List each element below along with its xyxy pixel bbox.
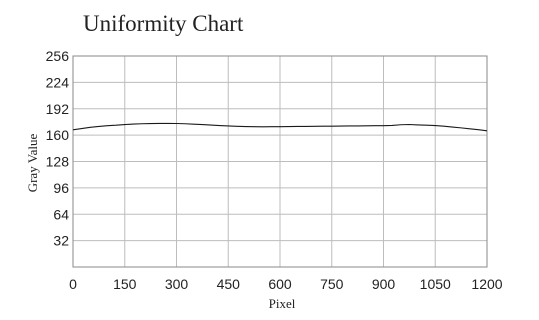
x-tick-label-0: 0: [69, 276, 77, 292]
x-axis-label: Pixel: [269, 296, 296, 311]
x-tick-label-2: 300: [165, 276, 189, 292]
y-tick-label-5: 192: [46, 101, 70, 117]
x-tick-label-4: 600: [268, 276, 292, 292]
y-tick-label-1: 64: [53, 206, 69, 222]
x-tick-label-3: 450: [217, 276, 241, 292]
x-tick-label-6: 900: [372, 276, 396, 292]
x-tick-label-5: 750: [320, 276, 344, 292]
y-axis-label: Gray Value: [25, 133, 40, 192]
y-tick-label-4: 160: [46, 127, 70, 143]
y-tick-label-7: 256: [46, 48, 70, 64]
x-tick-label-7: 1050: [420, 276, 451, 292]
y-tick-labels: 32 64 96 128 160 192 224 256: [46, 48, 70, 249]
series-group: [72, 122, 488, 132]
x-tick-label-8: 1200: [471, 276, 502, 292]
y-tick-label-0: 32: [53, 233, 69, 249]
grid: [72, 55, 488, 267]
x-tick-labels: 0 150 300 450 600 750 900 1050 1200: [69, 276, 503, 292]
y-tick-label-3: 128: [46, 154, 70, 170]
chart-title: Uniformity Chart: [83, 11, 244, 36]
y-tick-label-6: 224: [46, 74, 70, 90]
x-tick-label-1: 150: [113, 276, 137, 292]
series-line-0: [72, 122, 488, 132]
plot-frame: [72, 55, 488, 268]
y-tick-label-2: 96: [53, 180, 69, 196]
